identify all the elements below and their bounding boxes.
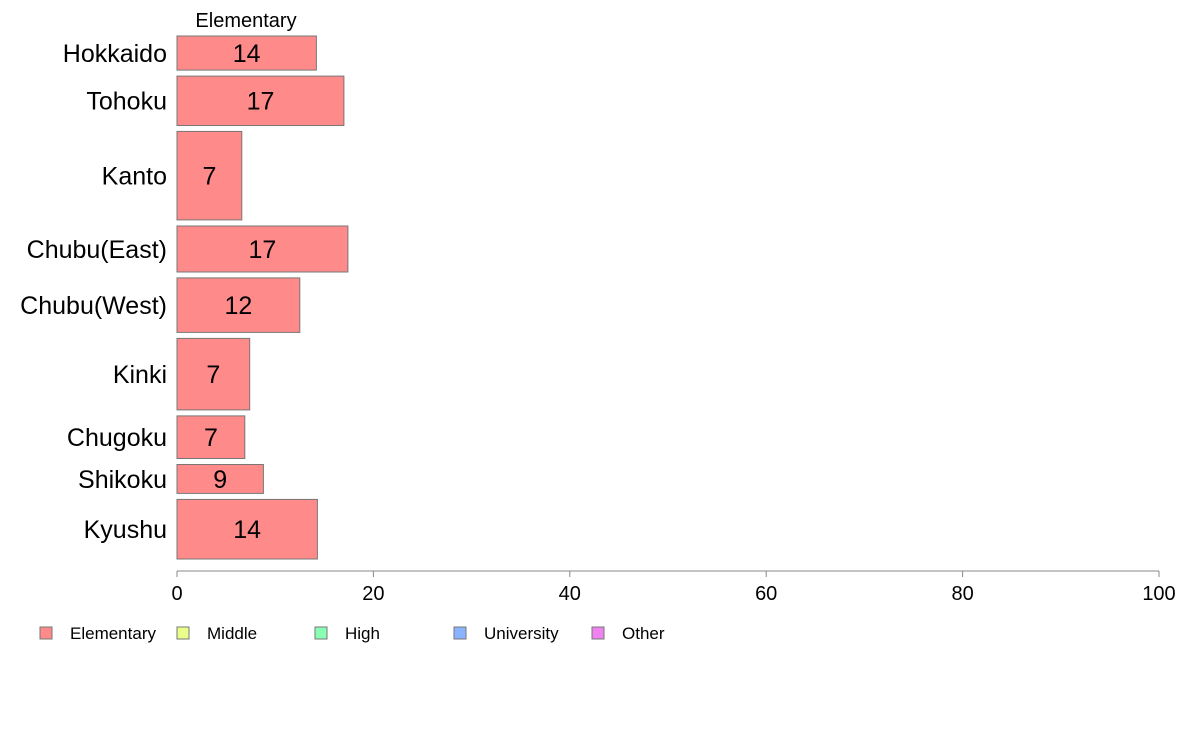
bar-kinki <box>176 337 251 411</box>
category-label: Kyushu <box>84 516 167 544</box>
data-label: 7 <box>206 361 220 389</box>
data-label: 12 <box>224 292 252 320</box>
data-label: 7 <box>202 163 216 191</box>
bar-shikoku <box>176 464 264 494</box>
data-label: 17 <box>248 236 276 264</box>
bar-hokkaido <box>176 35 317 71</box>
data-label: 7 <box>204 424 218 452</box>
x-tick-label: 100 <box>1142 583 1175 605</box>
category-label: Kanto <box>102 163 167 191</box>
legend-label-other: Other <box>622 624 665 643</box>
category-label: Chugoku <box>67 424 167 452</box>
bar-chubu-west- <box>176 277 301 333</box>
legend: Elementary Middle High University Other <box>39 624 665 643</box>
data-label: 14 <box>233 40 261 68</box>
x-tick-label: 80 <box>951 583 973 605</box>
column-title: Elementary <box>195 10 296 32</box>
x-axis: 0 20 40 60 80 100 <box>171 570 1176 605</box>
x-tick-label: 60 <box>755 583 777 605</box>
legend-label-high: High <box>345 624 380 643</box>
category-label: Chubu(East) <box>27 236 167 264</box>
legend-label-middle: Middle <box>207 624 257 643</box>
legend-label-elementary: Elementary <box>70 624 156 643</box>
data-label: 14 <box>233 516 261 544</box>
bar-chubu-east- <box>176 225 349 273</box>
data-label: 17 <box>247 88 275 116</box>
legend-label-university: University <box>484 624 559 643</box>
bar-tohoku <box>176 75 345 126</box>
legend-swatch-elementary <box>39 626 53 640</box>
bar-kanto <box>176 130 243 221</box>
x-tick-label: 0 <box>171 583 182 605</box>
bar-kyushu <box>176 498 318 560</box>
legend-swatch-other <box>591 626 605 640</box>
category-label: Shikoku <box>78 466 167 494</box>
legend-swatch-university <box>453 626 467 640</box>
data-label: 9 <box>213 466 227 494</box>
legend-swatch-middle <box>176 626 190 640</box>
category-label: Tohoku <box>86 88 167 116</box>
legend-swatch-high <box>314 626 328 640</box>
x-tick-label: 20 <box>362 583 384 605</box>
bar-chugoku <box>176 415 246 459</box>
category-label: Kinki <box>113 361 167 389</box>
x-tick-label: 40 <box>559 583 581 605</box>
bar-group: Hokkaido 14 Tohoku 17 Kanto 7 Chubu(East) 17 Chu… <box>20 35 349 560</box>
category-label: Hokkaido <box>63 40 167 68</box>
category-label: Chubu(West) <box>20 292 167 320</box>
